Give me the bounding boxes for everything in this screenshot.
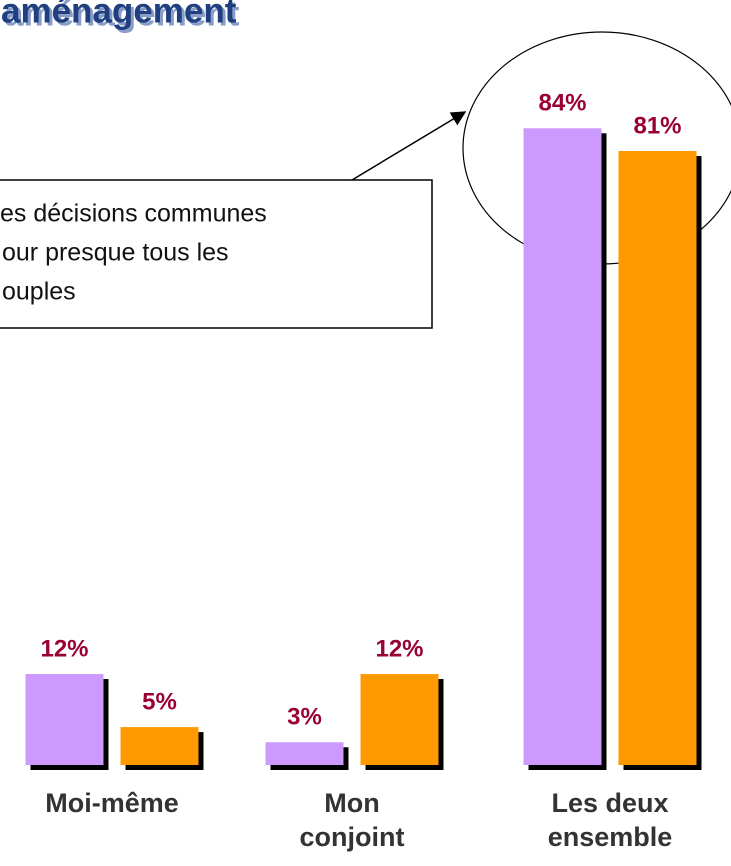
- value-label: 81%: [633, 112, 681, 139]
- annotation-line: our presque tous les: [2, 239, 229, 267]
- bar: [265, 742, 344, 765]
- chart-title-shadow: aménagement: [4, 0, 240, 33]
- x-tick-label: Mon conjoint: [299, 788, 405, 852]
- x-tick-label: Moi-même: [45, 788, 179, 818]
- bar: [120, 727, 199, 765]
- value-label: 3%: [287, 704, 322, 731]
- bar: [618, 151, 697, 765]
- value-label: 12%: [40, 635, 88, 662]
- annotation-box: [0, 179, 433, 329]
- bar: [25, 674, 104, 765]
- x-tick-label: Les deux ensemble: [547, 788, 673, 852]
- annotation-line: ouples: [2, 278, 76, 306]
- annotation-line: es décisions communes: [0, 200, 267, 228]
- annotation-arrow: [351, 111, 467, 181]
- chart-title: aménagement: [1, 0, 237, 30]
- value-label: 5%: [142, 688, 177, 715]
- value-label: 12%: [375, 635, 423, 662]
- value-label: 84%: [538, 90, 586, 117]
- bar: [523, 128, 602, 765]
- bar: [360, 674, 439, 765]
